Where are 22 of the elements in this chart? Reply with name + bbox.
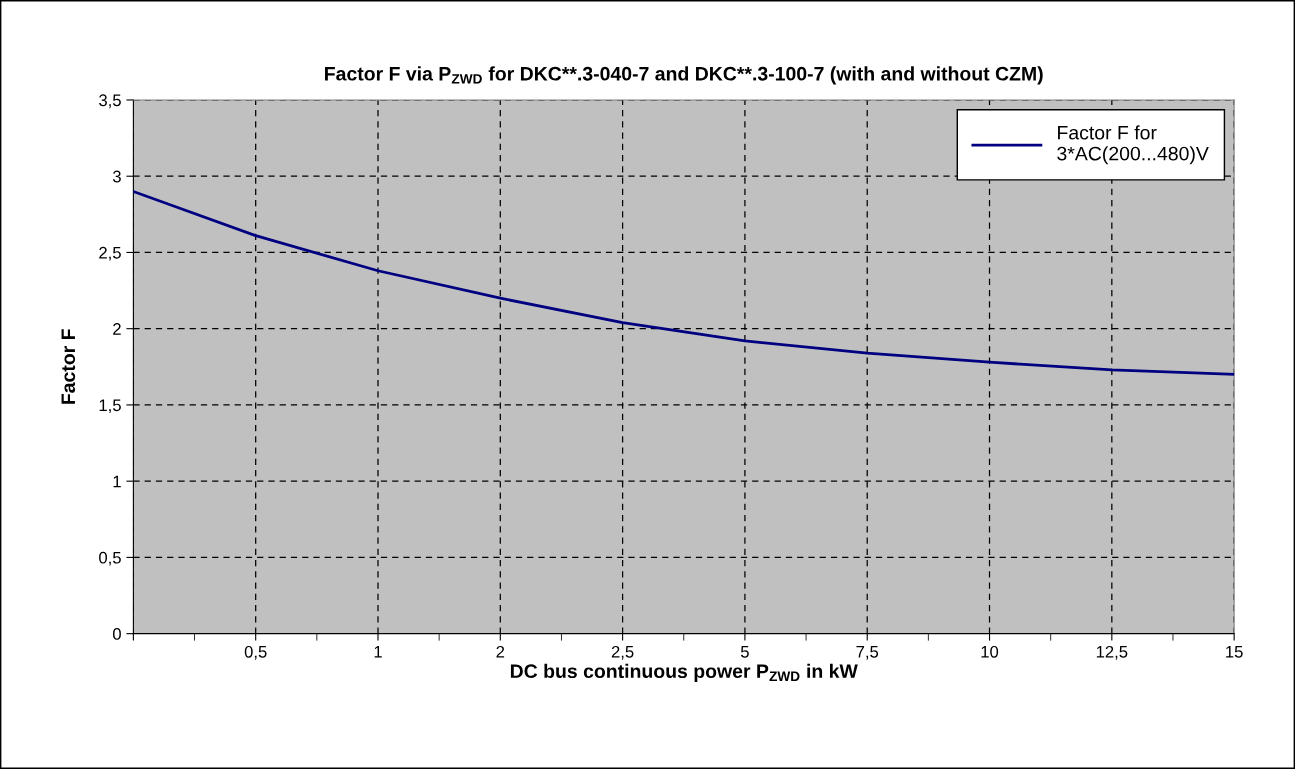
- x-tick-label: 5: [740, 646, 749, 658]
- x-axis-title: DC bus continuous power P$_{ZWD}$ in kW: [510, 663, 858, 682]
- y-tick-label: 3: [112, 170, 121, 183]
- y-tick-label: 1: [113, 475, 121, 488]
- x-tick-label: 7,5: [856, 646, 879, 660]
- y-tick-label: 2: [113, 323, 121, 335]
- y-axis-title: Factor F: [61, 329, 76, 404]
- x-tick-label: 1: [374, 646, 382, 658]
- x-tick-label: 2: [496, 645, 505, 658]
- y-tick-label: 1,5: [99, 399, 121, 414]
- x-tick-label: 0,5: [244, 645, 267, 660]
- y-tick-label: 3,5: [99, 94, 121, 109]
- x-tick-label: 2,5: [611, 645, 634, 660]
- y-tick-label: 2,5: [99, 246, 121, 261]
- y-tick-label: 0: [112, 628, 121, 640]
- legend-label: Factor F for 3*AC(200...480)V: [1057, 125, 1209, 165]
- y-tick-label: 0,5: [99, 551, 121, 566]
- line-series: [133, 190, 1235, 376]
- x-tick-label: 15: [1226, 646, 1243, 658]
- x-tick-label: 10: [981, 645, 999, 658]
- x-tick-label: 12,5: [1096, 645, 1128, 660]
- chart-title: Factor F via P$_{ZWD}$ for DKC**.3-040-7 and DKC**.3-100-7 (with and without CZM): [325, 66, 1043, 85]
